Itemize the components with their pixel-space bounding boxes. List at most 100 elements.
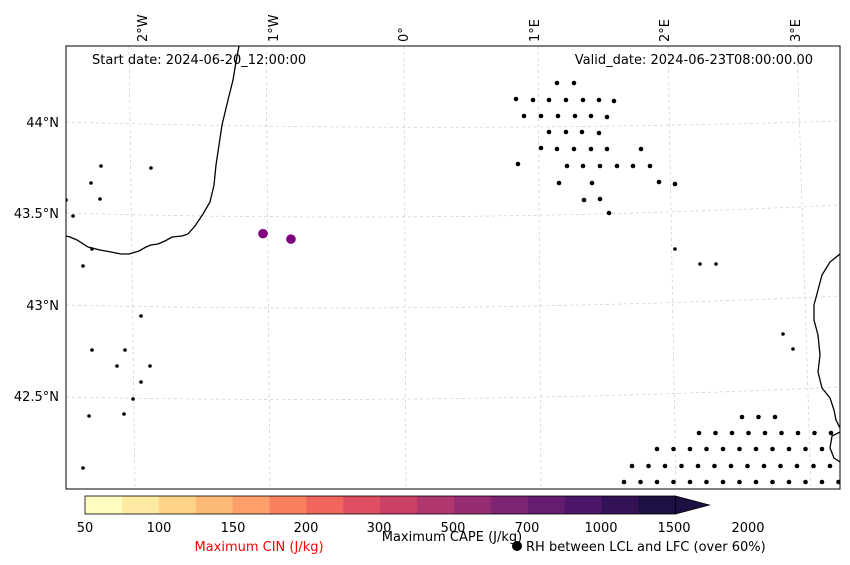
cape-label: Maximum CAPE (J/kg) <box>382 530 522 545</box>
latitude-labels: 44°N 43.5°N 43°N 42.5°N <box>14 116 59 405</box>
rh-dot <box>555 113 561 119</box>
rh-dot <box>803 479 808 485</box>
rh-dot <box>564 163 570 169</box>
rh-dot <box>589 180 595 186</box>
lon-label: 1°W <box>267 14 282 42</box>
rh-dot <box>513 96 519 102</box>
rh-dot <box>695 463 701 469</box>
rh-dot <box>696 430 702 436</box>
rh-dot <box>629 463 635 469</box>
rh-dot <box>786 479 792 485</box>
rh-dot <box>580 163 586 169</box>
rh-dot <box>521 113 527 119</box>
rh-dot <box>720 446 726 452</box>
rh-dot <box>90 348 94 352</box>
rh-dot <box>99 164 103 168</box>
rh-dot <box>778 463 783 469</box>
colorbar-segment <box>454 496 492 514</box>
colorbar-tick-label: 100 <box>147 521 172 536</box>
rh-dot <box>729 430 735 436</box>
rh-dot <box>795 430 801 436</box>
colorbar-segment <box>601 496 639 514</box>
colorbar-tick-label: 2000 <box>731 521 764 536</box>
rh-dot <box>572 113 578 119</box>
coastline-spain-northeast <box>829 431 840 463</box>
cape-points <box>258 228 296 244</box>
rh-dot <box>714 262 718 266</box>
colorbar-segment <box>195 496 234 514</box>
rh-dot <box>122 412 126 416</box>
lon-label: 2°W <box>136 14 151 42</box>
lon-label: 0° <box>397 27 412 42</box>
rh-dot <box>604 114 610 120</box>
rh-dot <box>687 479 693 485</box>
rh-dots <box>66 80 840 485</box>
longitude-labels: 2°W 1°W 0° 1°E 2°E 3°E <box>136 14 804 42</box>
lon-label: 3°E <box>789 19 804 42</box>
lon-label: 2°E <box>658 19 673 42</box>
rh-dot <box>597 196 603 202</box>
rh-dot <box>606 210 612 216</box>
colorbar-segment <box>121 496 160 514</box>
rh-dot <box>746 430 751 436</box>
rh-dot <box>71 214 75 218</box>
rh-dot <box>704 446 709 452</box>
rh-dot <box>588 113 594 119</box>
rh-dot <box>756 414 761 420</box>
colorbar-segment <box>380 496 418 514</box>
colorbar-tick-label: 1500 <box>657 521 690 536</box>
rh-dot <box>791 347 795 351</box>
rh-dot <box>772 414 778 420</box>
rh-dot <box>87 414 91 418</box>
rh-dot <box>654 479 660 485</box>
colorbar-segment <box>85 496 123 514</box>
coastline-france-mediterranean <box>813 253 840 429</box>
rh-dot <box>779 430 784 436</box>
valid-date: Valid_date: 2024-06-23T08:00:00.00 <box>575 53 813 68</box>
rh-dot <box>638 146 644 152</box>
rh-dot <box>638 479 643 485</box>
rh-legend-marker <box>512 541 522 551</box>
rh-dot <box>571 146 577 152</box>
rh-dot <box>713 430 718 436</box>
rh-dot <box>563 97 569 103</box>
rh-dot <box>712 463 717 469</box>
lat-label: 43°N <box>26 299 59 314</box>
rh-dot <box>139 380 143 384</box>
rh-dot <box>745 463 750 469</box>
rh-dot <box>66 198 68 202</box>
rh-dot <box>761 463 767 469</box>
colorbar-tick-label: 200 <box>294 521 319 536</box>
rh-dot <box>149 166 153 170</box>
rh-dot <box>737 446 742 452</box>
rh-dot <box>811 463 816 469</box>
lat-label: 42.5°N <box>14 390 59 405</box>
rh-dot <box>611 98 617 104</box>
colorbar-segment <box>158 496 197 514</box>
rh-dot <box>671 446 676 452</box>
rh-dot <box>662 463 668 469</box>
rh-dot <box>803 446 808 452</box>
coastline-france-atlantic <box>66 46 240 255</box>
rh-dot <box>588 146 594 152</box>
map-frame <box>65 45 841 490</box>
rh-dot <box>704 479 709 485</box>
rh-dot <box>819 479 825 485</box>
colorbar-outline <box>84 495 676 515</box>
colorbar-tick-label: 50 <box>77 521 94 536</box>
colorbar-segment <box>269 496 307 514</box>
rh-dot <box>672 181 678 187</box>
lon-label: 1°E <box>528 19 543 42</box>
rh-dot <box>621 479 627 485</box>
rh-dot <box>794 463 800 469</box>
rh-dot <box>530 97 536 103</box>
rh-dot <box>614 163 620 169</box>
rh-dot <box>90 247 94 251</box>
lat-label: 44°N <box>26 116 59 131</box>
rh-dot <box>89 181 93 185</box>
rh-dot <box>81 466 85 470</box>
rh-dot <box>671 479 676 485</box>
rh-dot <box>827 463 833 469</box>
rh-dot <box>139 314 143 318</box>
